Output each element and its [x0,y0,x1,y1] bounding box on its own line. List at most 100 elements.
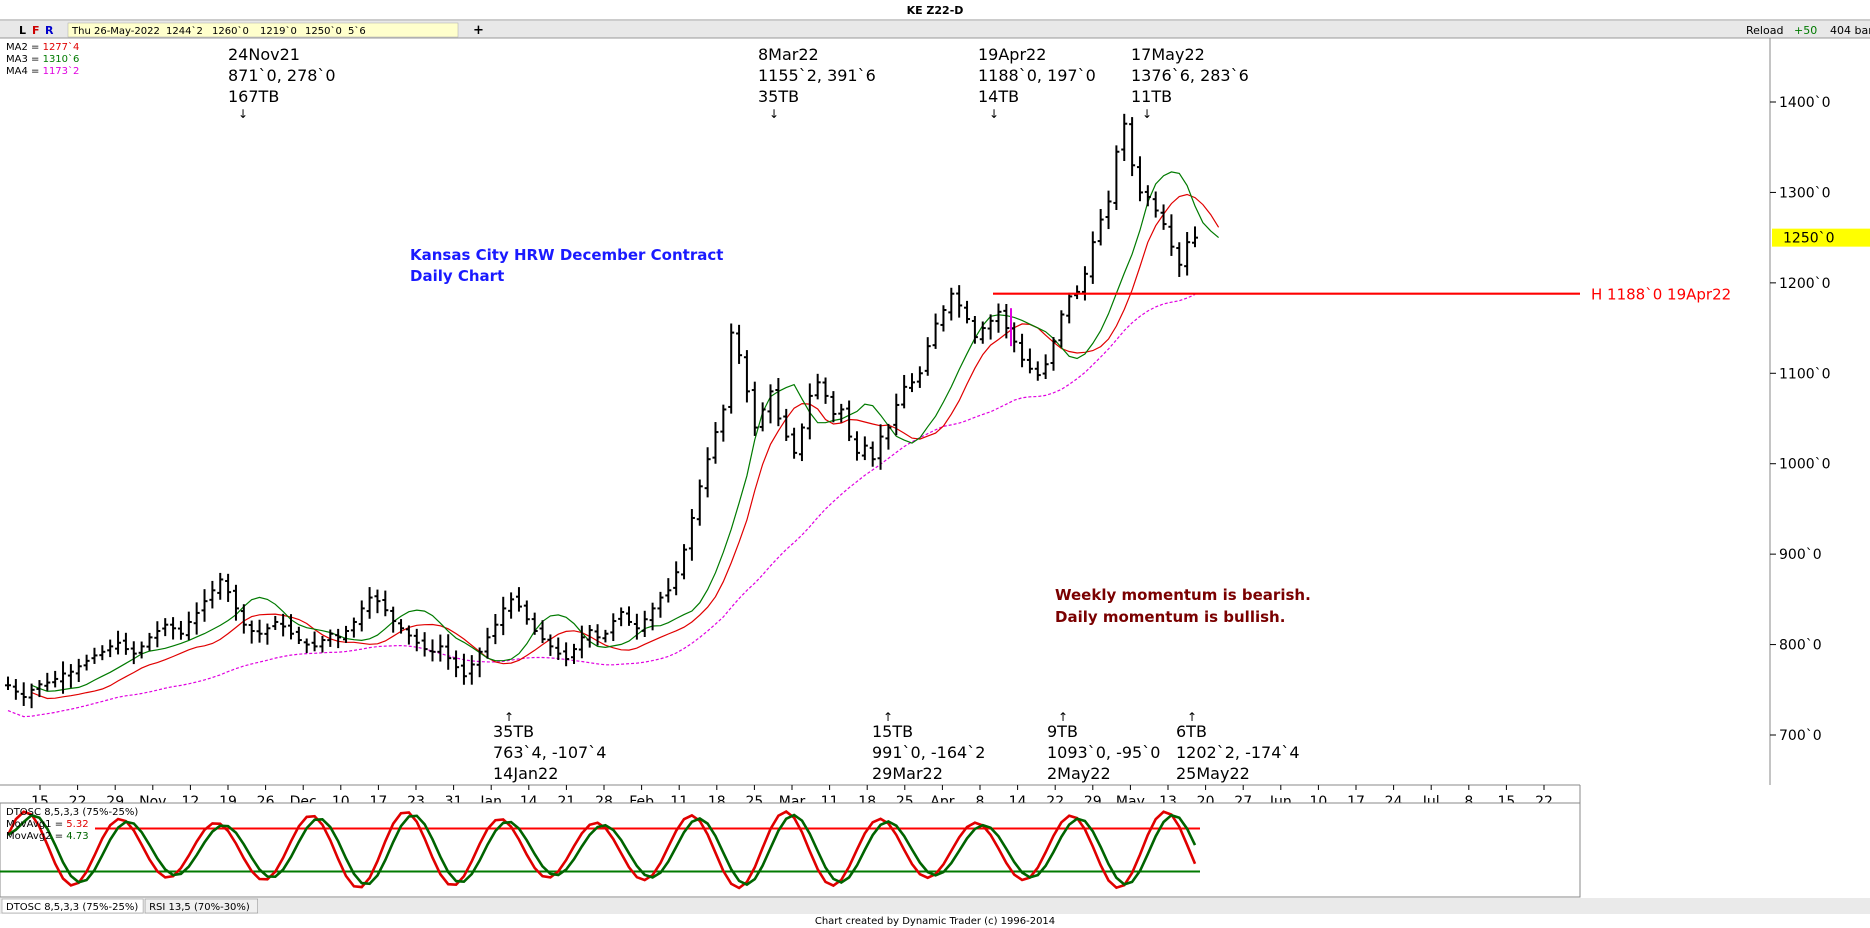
ohlc-bar [240,604,247,634]
bottom-annotation-line: 1093`0, -95`0 [1047,743,1160,762]
ohlc-bar [861,436,868,461]
ohlc-bar [964,300,971,324]
toolbar-button-f[interactable]: F [32,24,40,37]
arrow-down-icon: ↓ [1142,107,1152,121]
ohlc-bar [728,323,735,414]
bottom-annotation-line: 29Mar22 [872,764,943,783]
ohlc-bar [287,614,294,640]
indicator-tab-label: RSI 13,5 (70%-30%) [149,902,250,913]
bottom-tab-bar [0,898,1870,914]
top-annotation-line: 24Nov21 [228,45,300,64]
ohlc-bar [107,639,114,658]
price-tick-label: 1200`0 [1779,276,1831,292]
change-value: +50 [1794,24,1817,37]
ohlc-bar [319,635,326,653]
ohlc-bar [531,612,538,635]
ohlc-bar [445,634,452,670]
ohlc-bar [1129,117,1136,177]
ohlc-bar [909,373,916,393]
last-price-box [1772,228,1870,247]
ohlc-bar [60,661,67,694]
chart-title: Kansas City HRW December Contract [410,246,723,264]
quote-field: 1250`0 [305,25,342,37]
quote-box [67,22,459,38]
quote-fields: Thu 26-May-2022 1244`2 1260`0 1219`0 1250`0 5… [71,25,366,37]
date-tick-label: 8 [976,794,985,810]
ohlc-bar [382,590,389,617]
price-tick-label: 1400`0 [1779,95,1831,111]
bottom-annotation-line: 9TB [1047,722,1078,741]
ohlc-bar [626,606,633,626]
arrow-up-icon: ↑ [1058,710,1068,724]
ohlc-bar [806,383,813,440]
ohlc-bar [712,422,719,464]
ohlc-bar [1019,333,1026,368]
ohlc-bar [405,625,412,645]
add-tab-button[interactable]: + [473,23,484,38]
ohlc-bar [390,606,397,633]
ohlc-bar [170,617,177,640]
bottom-annotation-line: 25May22 [1176,764,1250,783]
ohlc-bar [209,580,216,609]
ohlc-bar [681,544,688,580]
bottom-annotation-line: 991`0, -164`2 [872,743,985,762]
osc-legend-item: MovAvg2 = 4.73 [6,831,89,842]
arrow-up-icon: ↑ [1187,710,1197,724]
ohlc-bar [1034,361,1041,381]
ohlc-bar [460,653,467,685]
top-annotation-line: 1376`6, 283`6 [1131,66,1249,85]
ohlc-bar [335,628,342,649]
quote-field: Thu 26-May-2022 [71,26,160,37]
indicator-tab[interactable] [144,898,259,914]
ohlc-bar [1152,191,1159,218]
oscillator-panel [0,802,1581,898]
bottom-annotation-line: 2May22 [1047,764,1111,783]
ohlc-bar [814,373,821,400]
ohlc-bar [830,391,837,423]
ohlc-bar [421,632,428,657]
ohlc-bar [1050,337,1057,371]
last-price-label: 1250`0 [1783,231,1835,247]
ohlc-bar [736,324,743,364]
ohlc-bar [971,316,978,344]
ohlc-bar [130,641,137,665]
indicator-tab[interactable] [1,898,144,914]
ma2-line [31,193,1220,700]
ohlc-bar [484,627,491,659]
ohlc-bar [924,337,931,376]
ohlc-bar [99,645,106,661]
ohlc-bar [1176,242,1183,277]
ohlc-bar [885,423,892,450]
ohlc-bar [52,670,59,688]
bottom-annotation-line: 6TB [1176,722,1207,741]
legend-item: MA2 = 1277`4 [6,41,79,53]
bottom-annotation-line: 35TB [493,722,534,741]
toolbar-button-r[interactable]: R [45,24,54,37]
ohlc-bar [602,629,609,643]
ohlc-bar [264,623,271,645]
ohlc-bar [539,620,546,644]
ohlc-bar [248,620,255,644]
toolbar-button-l[interactable]: L [19,24,26,37]
ohlc-bar [468,655,475,685]
ohlc-bar [720,404,727,442]
indicator-tabs[interactable]: DTOSC 8,5,3,3 (75%-25%) RSI 13,5 (70%-30%… [1,898,259,914]
reload-button[interactable]: Reload [1746,24,1783,37]
ohlc-bar [759,402,766,432]
legend-item: MA4 = 1173`2 [6,65,79,77]
ohlc-bar [437,634,444,662]
ohlc-bar [791,427,798,459]
ohlc-bar [775,378,782,427]
ohlc-bar [1074,285,1081,300]
footer-credit: Chart created by Dynamic Trader (c) 1996… [815,916,1055,927]
ohlc-bar [83,654,90,671]
top-annotation-line: 8Mar22 [758,45,819,64]
ohlc-bar [932,313,939,349]
top-annotation-line: 167TB [228,87,279,106]
title-bar [0,0,1870,20]
ohlc-bar [1003,304,1010,339]
arrow-down-icon: ↓ [769,107,779,121]
